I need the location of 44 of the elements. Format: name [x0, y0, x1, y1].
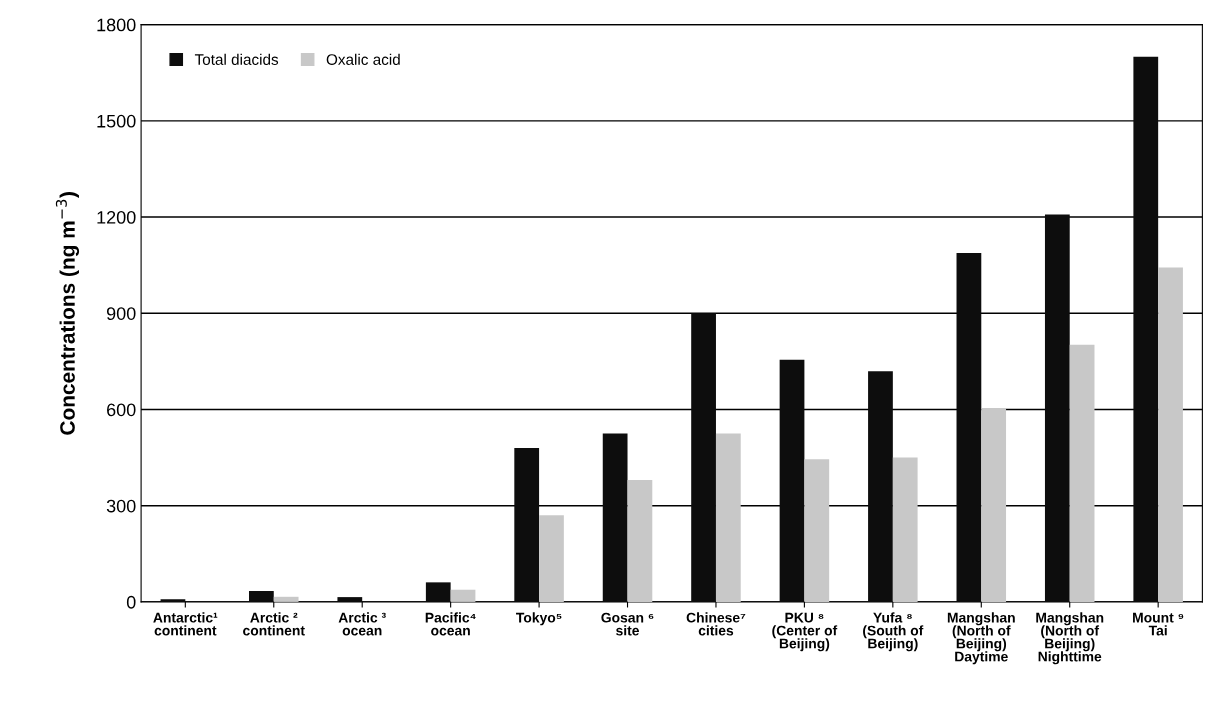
y-tick-label: 900: [106, 307, 136, 320]
x-tick-label: Chinese⁷ cities: [686, 612, 746, 636]
x-tick-label: Mangshan (North of Beijing) Nighttime: [1036, 612, 1104, 665]
x-tick-label: Arctic ² continent: [243, 612, 305, 636]
bar: [868, 371, 893, 602]
bar: [273, 596, 299, 602]
legend-label: Total diacids: [194, 53, 279, 65]
bar: [1069, 344, 1095, 602]
bar: [539, 515, 564, 602]
bar: [425, 582, 451, 602]
bar: [804, 459, 830, 602]
bar: [1044, 214, 1070, 602]
bar: [249, 591, 274, 602]
bar: [715, 433, 741, 602]
bar: [1158, 267, 1183, 602]
bar: [627, 480, 653, 602]
y-tick-label: 0: [126, 595, 136, 609]
bar: [956, 252, 982, 602]
x-tick-label: Gosan ⁶ site: [601, 612, 654, 636]
bar: [691, 313, 716, 602]
legend-label: Oxalic acid: [326, 53, 400, 65]
bar: [450, 589, 476, 602]
y-axis-title: Concentrations (ng m$^{−3}$): [55, 192, 80, 435]
bar: [981, 407, 1007, 602]
bar: [892, 457, 918, 602]
bar: [779, 359, 805, 602]
x-tick-label: PKU ⁸ (Center of Beijing): [772, 612, 838, 652]
x-tick-label: Tokyo⁵: [516, 612, 562, 626]
y-tick-label: 600: [107, 403, 136, 417]
y-tick-label: 1800: [97, 18, 136, 32]
bar: [514, 447, 540, 602]
bar: [1133, 56, 1159, 602]
x-tick-label: Mangshan (North of Beijing) Daytime: [947, 612, 1015, 665]
x-tick-label: Antarctic¹ continent: [153, 612, 218, 636]
y-tick-label: 1200: [97, 211, 136, 224]
y-tick-label: 1500: [97, 114, 136, 128]
y-tick-label: 300: [106, 499, 136, 513]
bar: [160, 599, 186, 602]
bar: [602, 433, 628, 602]
x-tick-label: Pacific⁴ ocean: [425, 612, 476, 636]
x-tick-label: Arctic ³ ocean: [338, 612, 386, 636]
x-tick-label: Yufa ⁸ (South of Beijing): [863, 612, 924, 652]
bar: [337, 597, 363, 602]
x-tick-label: Mount ⁹ Tai: [1133, 612, 1184, 636]
